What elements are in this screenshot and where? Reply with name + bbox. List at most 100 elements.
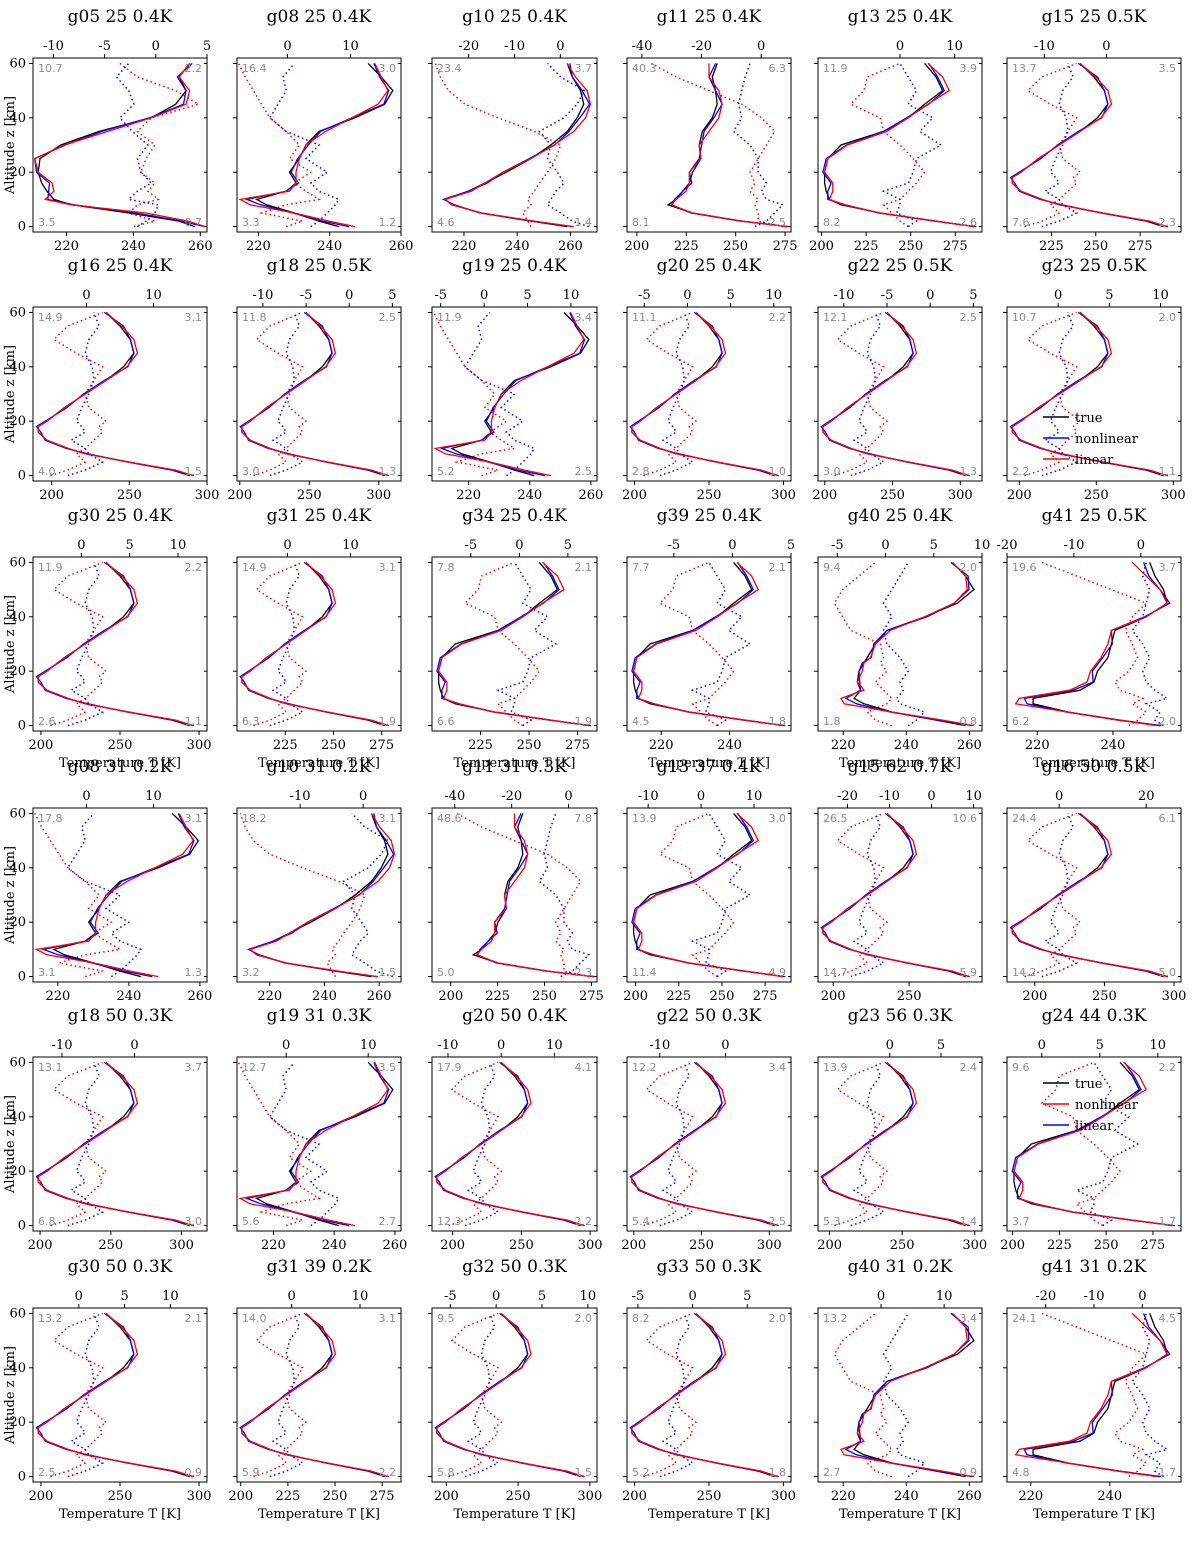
x2-tick-label: 10 xyxy=(965,789,982,804)
x-tick-label: 220 xyxy=(831,738,856,753)
y-tick-label: 0 xyxy=(18,220,26,235)
x-tick-label: 300 xyxy=(578,1238,603,1253)
corner-value-top-right: 2.1 xyxy=(575,561,593,574)
legend-label: nonlinear xyxy=(1075,1098,1139,1113)
x2-tick-label: 0 xyxy=(480,288,488,303)
x-tick-label: 240 xyxy=(894,1489,919,1504)
x2-tick-label: 0 xyxy=(82,789,90,804)
corner-value-bottom-left: 7.6 xyxy=(1012,216,1030,229)
subplot-g30-13: g30 25 0.4K 200 250 300 0 5 10 0 20 40 60 Altitude … xyxy=(3,506,212,771)
subplot-title: g23 56 0.3K xyxy=(848,1006,953,1026)
corner-value-bottom-left: 5.2 xyxy=(632,1466,650,1479)
corner-value-top-left: 23.4 xyxy=(437,62,462,75)
nonlinear-diff-profile xyxy=(882,1313,926,1478)
nonlinear-diff-profile xyxy=(268,1061,340,1227)
nonlinear-profile xyxy=(439,312,586,477)
nonlinear-diff-profile xyxy=(850,312,886,477)
x2-tick-label: -10 xyxy=(1063,538,1084,553)
subplot-g16-7: g16 25 0.4K 200 250 300 0 10 0 20 40 60 Altitude z… xyxy=(3,256,219,503)
x-tick-label: 240 xyxy=(317,239,342,254)
corner-value-top-left: 11.9 xyxy=(38,561,63,574)
nonlinear-diff-profile xyxy=(732,63,785,228)
x2-tick-label: 10 xyxy=(1152,288,1169,303)
corner-value-bottom-right: 1.2 xyxy=(379,216,397,229)
subplot-title: g33 50 0.3K xyxy=(657,1257,762,1277)
corner-value-bottom-left: 4.6 xyxy=(437,216,455,229)
corner-value-bottom-left: 2.8 xyxy=(632,465,650,478)
corner-value-top-left: 24.4 xyxy=(1012,812,1037,825)
x2-tick-label: 0 xyxy=(359,789,367,804)
x2-tick-label: -10 xyxy=(649,1038,670,1053)
corner-value-top-left: 48.6 xyxy=(437,812,462,825)
plot-frame xyxy=(817,306,983,482)
x-tick-label: 275 xyxy=(370,1489,395,1504)
x-tick-label: 250 xyxy=(323,1489,348,1504)
x2-tick-label: 10 xyxy=(546,1038,563,1053)
linear-diff-profile xyxy=(456,812,589,978)
corner-value-bottom-right: 3.0 xyxy=(185,1215,203,1228)
x-tick-label: 200 xyxy=(624,239,649,254)
corner-value-bottom-right: 4.9 xyxy=(769,966,787,979)
x-tick-label: 250 xyxy=(117,488,142,503)
x2-tick-label: 10 xyxy=(746,789,763,804)
x-tick-label: 200 xyxy=(1000,1238,1025,1253)
subplot-g22-28: g22 50 0.3K 200 250 300 -10 0 12.2 3.4 5.4 2.5 xyxy=(621,1006,792,1253)
true-profile xyxy=(853,1312,975,1478)
subplot-title: g41 31 0.2K xyxy=(1042,1257,1147,1277)
x-tick-label: 250 xyxy=(532,989,557,1004)
corner-value-top-right: 3.0 xyxy=(379,62,397,75)
subplot-title: g08 25 0.4K xyxy=(267,7,372,27)
y-tick-label: 60 xyxy=(9,806,26,821)
corner-value-top-right: 4.5 xyxy=(1159,1312,1177,1325)
true-profile xyxy=(1011,62,1164,228)
corner-value-bottom-left: 3.0 xyxy=(823,465,841,478)
corner-value-bottom-left: 4.8 xyxy=(1012,1466,1030,1479)
corner-value-top-right: 3.4 xyxy=(575,311,593,324)
plot-frame xyxy=(431,306,598,482)
x2-tick-label: -5 xyxy=(831,538,844,553)
corner-value-bottom-left: 3.5 xyxy=(38,216,56,229)
plot-frame xyxy=(626,1307,792,1483)
x-tick-label: 260 xyxy=(578,488,603,503)
y-tick-label: 20 xyxy=(9,165,26,180)
x2-tick-label: 0 xyxy=(282,1038,290,1053)
nonlinear-profile xyxy=(436,562,592,727)
true-profile xyxy=(436,1312,581,1478)
x2-tick-label: 0 xyxy=(688,1289,696,1304)
subplot-g31-14: g31 25 0.4K 225 250 275 0 10 Temperature T [K]… xyxy=(233,506,402,771)
corner-value-bottom-left: 5.0 xyxy=(437,966,455,979)
x2-tick-label: -10 xyxy=(290,789,311,804)
corner-value-top-left: 18.2 xyxy=(242,812,267,825)
corner-value-bottom-left: 3.3 xyxy=(242,216,260,229)
x-tick-label: 260 xyxy=(957,738,982,753)
true-profile xyxy=(666,63,788,228)
x2-tick-label: 10 xyxy=(342,538,359,553)
linear-diff-profile xyxy=(643,311,698,477)
x2-tick-label: -5 xyxy=(300,288,313,303)
corner-value-bottom-left: 3.2 xyxy=(242,966,260,979)
x2-tick-label: 10 xyxy=(1150,1038,1167,1053)
x2-tick-label: 5 xyxy=(969,288,977,303)
corner-value-bottom-right: 1.5 xyxy=(379,966,397,979)
subplot-g39-16: g39 25 0.4K 220 240 -5 0 5 Temperature T [K] 7.… xyxy=(623,506,795,771)
nonlinear-diff-profile xyxy=(464,311,536,477)
x2-tick-label: -20 xyxy=(458,39,479,54)
x-tick-label: 300 xyxy=(757,1238,782,1253)
corner-value-bottom-left: 6.6 xyxy=(437,715,455,728)
plot-frame xyxy=(431,1056,598,1232)
x2-tick-label: 10 xyxy=(974,538,991,553)
corner-value-top-left: 7.7 xyxy=(632,561,650,574)
corner-value-top-left: 12.7 xyxy=(242,1061,267,1074)
corner-value-top-right: 3.4 xyxy=(769,1061,787,1074)
x-tick-label: 200 xyxy=(812,488,837,503)
linear-profile xyxy=(37,1312,194,1478)
legend-label: true xyxy=(1075,411,1103,426)
x2-tick-label: 0 xyxy=(1054,288,1062,303)
linear-profile xyxy=(433,312,585,477)
true-profile xyxy=(471,813,594,978)
corner-value-top-right: 2.0 xyxy=(960,561,978,574)
linear-diff-profile xyxy=(834,1061,889,1227)
x-tick-label: 220 xyxy=(1025,738,1050,753)
nonlinear-diff-profile xyxy=(496,562,558,727)
x2-tick-label: 5 xyxy=(538,1289,546,1304)
